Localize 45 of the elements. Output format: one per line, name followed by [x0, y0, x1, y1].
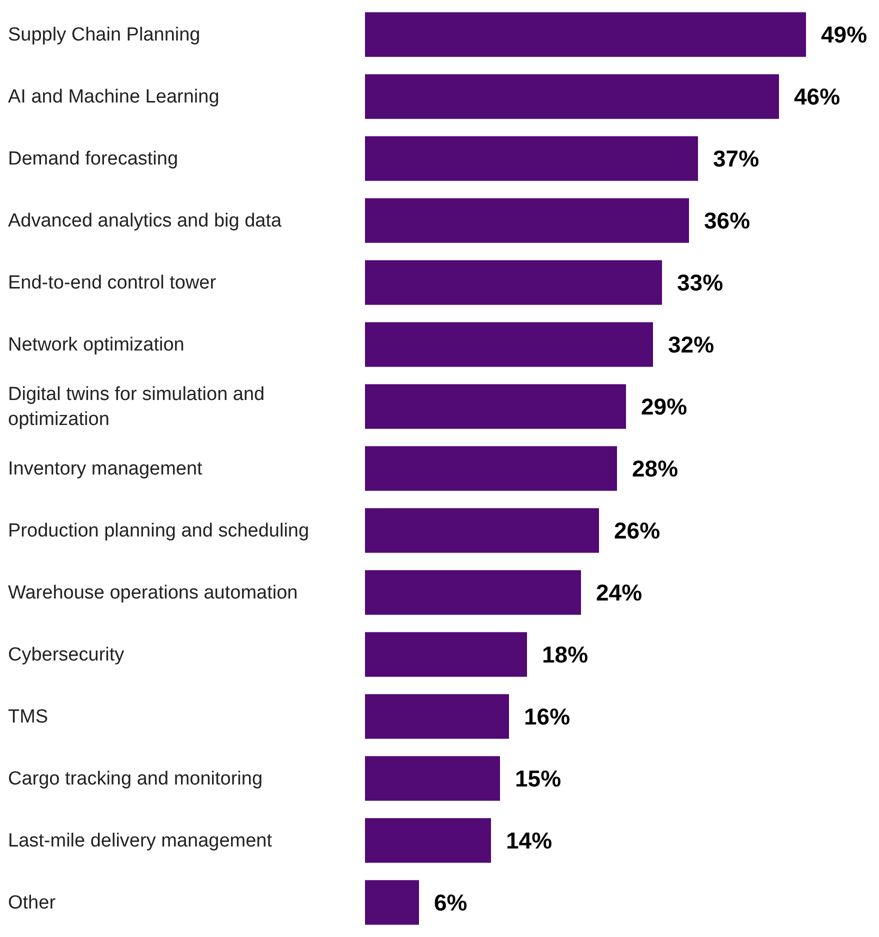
y-tick-label: Network optimization — [8, 334, 184, 356]
bar — [365, 756, 500, 801]
bar — [365, 198, 689, 243]
y-tick-label: Other — [8, 892, 56, 913]
data-label: 49% — [821, 22, 868, 48]
data-label: 24% — [596, 579, 642, 606]
y-tick-label: Production planning and scheduling — [8, 520, 310, 541]
bar — [365, 136, 698, 181]
y-tick-label: Cargo tracking and monitoring — [8, 768, 263, 789]
data-label: 29% — [641, 394, 688, 420]
data-label: 16% — [524, 703, 570, 730]
bar — [365, 12, 806, 57]
y-tick-label: Warehouse operations automation — [8, 582, 298, 603]
y-tick-label: Supply Chain Planning — [8, 24, 200, 46]
y-tick-label: Inventory management — [8, 458, 204, 479]
y-tick-label: AI and Machine Learning — [8, 86, 220, 108]
data-label: 36% — [704, 208, 750, 234]
y-tick-label: Advanced analytics and big data — [8, 210, 282, 232]
bar — [365, 260, 662, 305]
bar — [365, 322, 653, 367]
bar — [365, 818, 491, 863]
y-tick-label: Last-mile delivery management — [8, 830, 273, 851]
data-label: 6% — [434, 889, 468, 916]
y-tick-label: Demand forecasting — [8, 148, 178, 170]
y-tick-label: End-to-end control tower — [8, 272, 217, 294]
data-label: 14% — [506, 827, 552, 854]
y-tick-label: TMS — [8, 706, 48, 727]
bar — [365, 570, 581, 615]
bar — [365, 446, 617, 491]
data-label: 28% — [632, 456, 678, 482]
bar — [365, 384, 626, 429]
data-label: 33% — [677, 270, 724, 296]
data-label: 32% — [668, 332, 714, 358]
data-label: 15% — [515, 765, 562, 792]
bar — [365, 508, 599, 553]
bar — [365, 74, 779, 119]
y-tick-label: Cybersecurity — [8, 644, 125, 665]
bar — [365, 694, 509, 739]
data-label: 18% — [542, 641, 588, 668]
bar — [365, 880, 419, 925]
y-tick-label: Digital twins for simulation and optimization — [8, 384, 265, 430]
data-label: 26% — [614, 517, 660, 544]
data-label: 37% — [713, 146, 760, 172]
bar — [365, 632, 527, 677]
data-label: 46% — [794, 84, 840, 110]
